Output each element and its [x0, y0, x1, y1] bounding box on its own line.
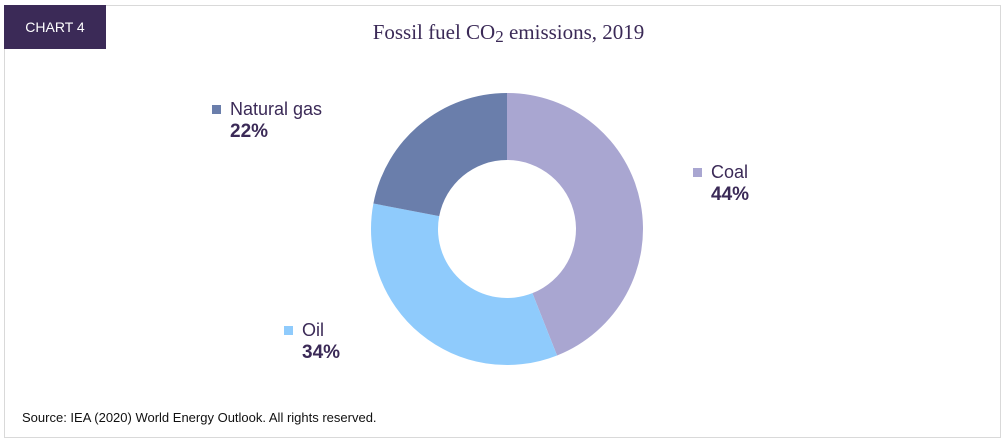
chart-frame — [4, 5, 1001, 438]
chart-title: Fossil fuel CO2 emissions, 2019 — [372, 20, 645, 46]
donut-slice-oil — [371, 203, 558, 366]
data-label-oil: 34% — [302, 342, 341, 363]
donut-slice-coal — [507, 93, 643, 356]
legend-swatch-oil — [284, 326, 293, 335]
chart-number-tag: CHART 4 — [4, 5, 106, 49]
data-label-natural-gas: 22% — [230, 121, 269, 142]
legend-swatch-coal — [693, 168, 702, 177]
legend-label-natural-gas: Natural gas — [230, 99, 323, 119]
legend-coal: Coal 44% — [693, 162, 749, 206]
legend-label-coal: Coal — [711, 162, 749, 182]
source-note: Source: IEA (2020) World Energy Outlook.… — [22, 410, 377, 425]
data-label-coal: 44% — [711, 184, 750, 205]
legend-swatch-natural-gas — [212, 105, 221, 114]
legend-oil: Oil 34% — [284, 320, 340, 364]
legend-label-oil: Oil — [302, 320, 324, 340]
donut-slice-natural-gas — [373, 93, 507, 217]
legend-natural-gas: Natural gas 22% — [212, 99, 322, 143]
